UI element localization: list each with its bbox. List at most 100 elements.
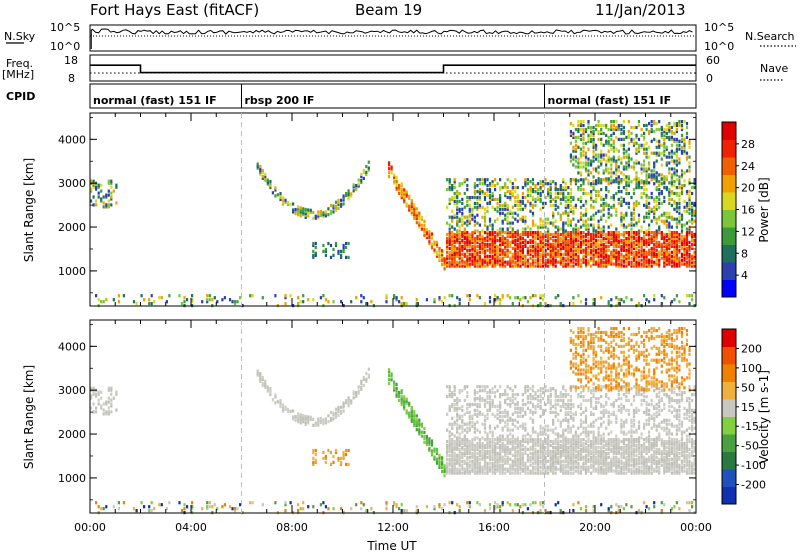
scatter-cell [673,159,676,163]
scatter-cell [577,145,580,149]
scatter-cell [488,461,492,465]
scatter-cell [466,199,469,203]
scatter-cell [322,211,325,215]
scatter-cell [688,227,691,231]
scatter-cell [615,260,618,264]
scatter-cell [448,223,451,227]
scatter-cell [632,246,636,250]
scatter-cell [529,203,532,207]
scatter-cell [653,250,656,254]
scatter-cell [562,186,565,190]
scatter-cell [688,165,691,169]
scatter-cell [456,236,459,241]
scatter-cell [334,241,338,246]
scatter-cell [622,131,625,135]
scatter-cell [592,223,595,227]
scatter-cell [536,182,540,186]
scatter-cell [458,256,461,260]
scatter-cell [542,184,545,188]
scatter-cell [494,256,497,260]
scatter-cell [590,125,593,130]
scatter-cell [577,294,580,298]
scatter-cell [486,238,489,243]
scatter-cell [516,254,519,258]
scatter-cell [622,167,625,171]
scatter-cell [446,439,449,444]
scatter-cell [531,221,535,225]
scatter-cell [499,248,502,252]
scatter-cell [645,169,648,173]
scatter-cell [584,298,588,302]
scatter-cell [516,260,519,264]
scatter-cell [385,300,388,304]
scatter-cell [408,196,411,200]
scatter-cell [552,459,555,463]
scatter-cell [403,302,406,306]
scatter-cell [630,165,633,169]
scatter-cell [627,177,630,181]
scatter-cell [559,469,562,473]
scatter-cell [281,196,285,200]
scatter-cell [622,300,625,304]
scatter-cell [680,120,684,124]
scatter-cell [453,180,456,184]
scatter-cell [332,206,335,210]
scatter-cell [584,209,588,213]
scatter-cell [678,147,681,151]
scatter-cell [481,264,484,268]
scatter-cell [443,470,446,474]
scatter-cell [602,459,605,463]
scatter-cell [317,421,320,425]
scatter-cell [630,125,633,130]
scatter-cell [473,186,476,190]
scatter-cell [622,151,625,155]
scatter-cell [590,471,593,475]
scatter-cell [446,453,449,457]
scatter-cell [461,232,464,237]
scatter-cell [435,254,439,258]
scatter-cell [97,390,100,394]
scatter-cell [324,210,327,214]
scatter-cell [521,254,524,258]
scatter-cell [345,245,348,250]
scatter-cell [413,421,416,426]
scatter-cell [504,447,507,451]
scatter-cell [302,418,305,422]
scatter-cell [645,244,648,248]
scatter-cell [574,139,577,143]
scatter-cell [504,246,507,250]
scatter-cell [595,244,598,248]
scatter-cell [577,471,580,475]
scatter-cell [542,203,545,207]
scatter-cell [468,221,471,225]
scatter-cell [468,203,471,207]
scatter-cell [562,240,565,244]
scatter-cell [284,294,287,298]
scatter-cell [688,246,691,250]
scatter-cell [602,169,605,173]
scatter-cell [584,161,588,165]
scatter-cell [577,443,580,448]
scatter-cell [531,467,535,471]
scatter-cell [549,250,552,254]
scatter-cell [90,406,93,410]
scatter-cell [547,260,550,264]
scatter-cell [430,451,434,455]
scatter-cell [569,248,572,252]
scatter-cell [473,447,476,451]
scatter-cell [458,248,461,252]
scatter-cell [471,441,474,446]
scatter-cell [509,232,512,237]
scatter-cell [400,182,403,186]
scatter-cell [468,264,471,268]
scatter-cell [559,260,562,264]
scatter-cell [693,260,696,264]
scatter-cell [645,252,648,256]
scatter-cell [592,182,595,186]
scatter-cell [584,127,588,132]
scatter-cell [640,252,643,256]
scatter-cell [567,441,570,446]
scatter-cell [650,169,653,173]
scatter-cell [526,455,529,459]
scatter-cell [650,207,653,211]
